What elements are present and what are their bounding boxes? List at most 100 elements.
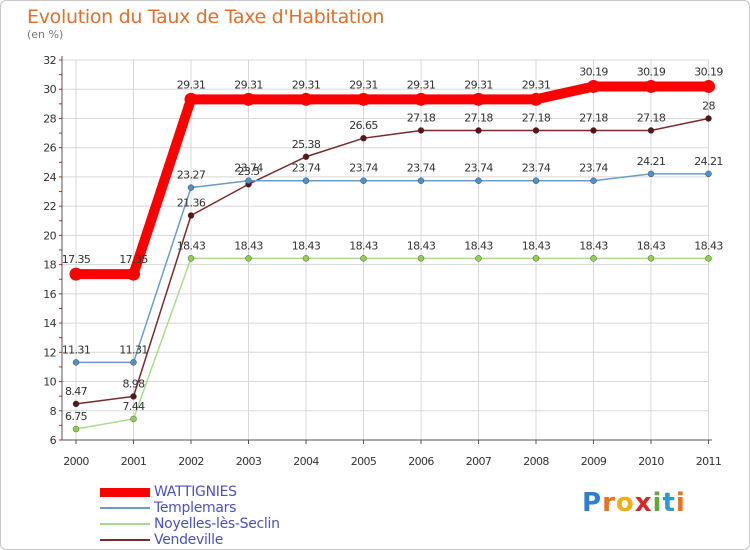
data-point-2-4 xyxy=(302,255,310,262)
data-point-2-3 xyxy=(245,255,252,262)
legend-label: Vendeville xyxy=(154,532,224,548)
series-line-Templemars xyxy=(76,173,709,364)
x-tick-label-6: 2006 xyxy=(408,455,434,468)
data-label-0-3: 29.31 xyxy=(234,78,263,91)
data-point-2-6 xyxy=(417,255,425,262)
legend-swatch xyxy=(100,523,150,525)
data-label-1-2: 23.27 xyxy=(177,169,206,182)
logo-letter: o xyxy=(615,488,635,518)
data-point-3-0 xyxy=(72,400,80,408)
data-point-0-1 xyxy=(127,267,140,281)
data-label-1-6: 23.74 xyxy=(407,162,436,175)
data-point-3-9 xyxy=(590,127,597,134)
data-label-0-0: 17.35 xyxy=(62,253,91,266)
data-point-2-8 xyxy=(532,255,540,262)
data-label-0-8: 29.31 xyxy=(522,78,551,91)
y-tick-label-1: 8 xyxy=(50,405,57,418)
x-tick-label-7: 2007 xyxy=(466,455,492,468)
data-label-1-7: 23.74 xyxy=(464,162,493,175)
data-point-0-6 xyxy=(414,92,428,106)
data-point-0-0 xyxy=(69,267,83,281)
chart-title: Evolution du Taux de Taxe d'Habitation xyxy=(27,6,385,28)
data-point-1-4 xyxy=(302,177,310,184)
x-tick-label-5: 2005 xyxy=(351,455,377,468)
x-tick-label-2: 2002 xyxy=(178,455,204,468)
data-point-0-3 xyxy=(242,92,255,106)
data-label-2-4: 18.43 xyxy=(292,239,321,252)
data-point-1-0 xyxy=(72,359,80,366)
data-label-0-5: 29.31 xyxy=(349,78,378,91)
logo-letter: x xyxy=(634,488,653,518)
legend-swatch xyxy=(100,539,150,541)
data-label-2-5: 18.43 xyxy=(349,239,378,252)
data-label-2-8: 18.43 xyxy=(522,239,551,252)
legend-swatch xyxy=(100,487,150,497)
data-label-0-2: 29.31 xyxy=(177,78,206,91)
data-label-1-10: 24.21 xyxy=(637,155,666,168)
data-point-3-1 xyxy=(130,393,137,400)
data-point-0-8 xyxy=(529,92,543,106)
legend: WATTIGNIES Templemars Noyelles-lès-Seclin V… xyxy=(100,484,280,548)
data-point-0-10 xyxy=(644,79,658,93)
data-point-3-8 xyxy=(532,127,540,134)
logo-letter: t xyxy=(662,488,676,518)
y-tick-label-2: 10 xyxy=(43,376,56,389)
y-tick-label-3: 12 xyxy=(43,346,56,359)
logo-letter: P xyxy=(582,488,603,518)
data-point-1-1 xyxy=(130,359,137,366)
data-label-1-4: 23.74 xyxy=(292,162,321,175)
y-tick-label-7: 20 xyxy=(43,229,56,242)
data-label-1-3: 23.74 xyxy=(234,162,263,175)
data-label-3-3: 23.5 xyxy=(237,165,260,178)
y-tick-label-11: 28 xyxy=(43,112,56,125)
data-label-2-6: 18.43 xyxy=(407,239,436,252)
data-point-1-7 xyxy=(475,177,482,184)
data-label-0-11: 30.19 xyxy=(694,65,723,78)
data-point-1-11 xyxy=(705,170,712,178)
y-tick-label-12: 30 xyxy=(43,83,56,96)
data-label-2-0: 6.75 xyxy=(65,410,88,423)
data-label-0-10: 30.19 xyxy=(637,65,666,78)
y-tick-label-9: 24 xyxy=(43,171,56,184)
data-point-1-9 xyxy=(590,177,597,184)
data-point-1-2 xyxy=(187,184,195,191)
data-point-1-8 xyxy=(532,177,540,184)
y-tick-label-10: 26 xyxy=(43,142,56,155)
data-point-1-10 xyxy=(647,170,655,178)
data-label-0-4: 29.31 xyxy=(292,78,321,91)
legend-item-2: Noyelles-lès-Seclin xyxy=(100,516,280,532)
data-point-3-11 xyxy=(705,115,712,122)
data-point-2-11 xyxy=(705,255,712,262)
data-label-2-3: 18.43 xyxy=(234,239,263,252)
data-label-2-1: 7.44 xyxy=(122,400,145,413)
data-point-3-6 xyxy=(417,127,425,134)
data-point-1-3 xyxy=(245,177,252,184)
x-tick-label-4: 2004 xyxy=(293,455,319,468)
data-label-1-1: 11.31 xyxy=(119,343,148,356)
data-point-3-4 xyxy=(302,153,310,160)
series-line-Vendeville xyxy=(75,117,709,405)
line-chart: 6 8 10 12 14 16 18 20 22 24 26 28 30 32 2000 2001 2002 20… xyxy=(43,54,724,468)
logo-letter: r xyxy=(602,488,616,518)
data-point-2-0 xyxy=(72,425,80,433)
y-tick-label-6: 18 xyxy=(43,259,56,272)
series-line-WATTIGNIES xyxy=(76,81,709,280)
proxiti-logo: Proxiti xyxy=(582,488,686,518)
data-point-0-5 xyxy=(357,92,370,106)
unit-label: (en %) xyxy=(27,28,64,41)
data-label-3-5: 26.65 xyxy=(349,119,378,132)
y-tick-label-0: 6 xyxy=(50,434,57,447)
data-point-2-1 xyxy=(130,415,137,423)
series-line-Noyelles-lès-Seclin xyxy=(75,257,709,430)
data-point-0-4 xyxy=(299,92,313,106)
data-point-1-6 xyxy=(417,177,425,184)
data-point-3-5 xyxy=(360,134,367,142)
legend-label: Noyelles-lès-Seclin xyxy=(154,516,280,532)
data-label-3-9: 27.18 xyxy=(579,111,608,124)
data-label-2-10: 18.43 xyxy=(637,239,666,252)
data-label-1-0: 11.31 xyxy=(62,343,91,356)
legend-item-0: WATTIGNIES xyxy=(100,484,280,500)
data-point-0-11 xyxy=(702,79,715,93)
data-point-0-2 xyxy=(184,92,198,106)
data-point-2-7 xyxy=(475,255,482,262)
